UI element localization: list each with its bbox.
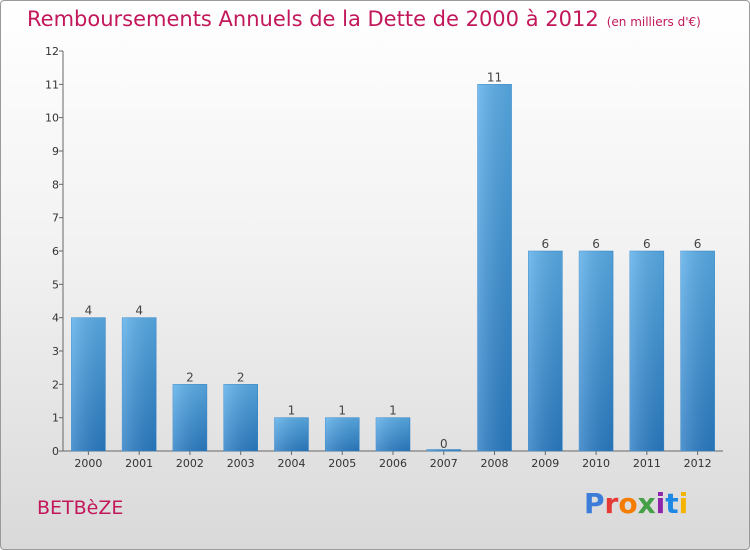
x-tick-label: 2000 [74, 457, 102, 470]
value-label: 4 [135, 304, 143, 318]
x-tick-label: 2001 [125, 457, 153, 470]
bar-shade-2011 [629, 251, 664, 451]
bar-shade-2012 [680, 251, 715, 451]
bar-shade-2008 [477, 84, 512, 451]
x-tick-label: 2002 [176, 457, 204, 470]
value-label: 11 [487, 70, 502, 84]
value-label: 1 [389, 404, 397, 418]
x-tick-label: 2005 [328, 457, 356, 470]
bar-shade-2005 [325, 417, 360, 451]
chart-labels: 2000 4 2001 4 2002 2 2003 2 2004 1 2005 1 2006 1 2007 0… [74, 70, 711, 470]
x-tick-label: 2008 [481, 457, 509, 470]
bar-shade-2009 [528, 251, 563, 451]
x-tick-label: 2011 [633, 457, 661, 470]
logo-letter: i [655, 487, 666, 520]
bar-shade-2010 [579, 251, 614, 451]
x-tick-label: 2006 [379, 457, 407, 470]
proxiti-logo[interactable]: Proxiti [584, 487, 688, 520]
y-tick-label: 2 [52, 378, 59, 391]
y-tick-label: 1 [52, 412, 59, 425]
y-tick-label: 8 [52, 178, 59, 191]
y-tick-label: 10 [45, 112, 59, 125]
y-tick-label: 9 [52, 145, 59, 158]
bar-shade-2000 [71, 317, 106, 451]
value-label: 0 [440, 437, 448, 451]
x-tick-label: 2010 [582, 457, 610, 470]
logo-letter: t [665, 487, 679, 520]
value-label: 1 [338, 404, 346, 418]
value-label: 6 [592, 237, 600, 251]
chart-title-text: Remboursements Annuels de la Dette de 20… [27, 7, 599, 31]
value-label: 1 [288, 404, 296, 418]
bar-shade-2002 [172, 384, 207, 451]
x-tick-label: 2003 [227, 457, 255, 470]
y-tick-label: 6 [52, 245, 59, 258]
logo-letter: o [618, 487, 638, 520]
logo-letter: i [678, 487, 689, 520]
value-label: 6 [541, 237, 549, 251]
value-label: 6 [643, 237, 651, 251]
x-tick-label: 2012 [684, 457, 712, 470]
y-tick-label: 12 [45, 45, 59, 58]
logo-letter: r [604, 487, 619, 520]
chart-subtitle: (en milliers d'€) [606, 15, 701, 29]
y-tick-label: 11 [45, 78, 59, 91]
value-label: 4 [85, 304, 93, 318]
x-tick-label: 2007 [430, 457, 458, 470]
value-label: 2 [237, 370, 245, 384]
value-label: 6 [694, 237, 702, 251]
y-tick-label: 7 [52, 212, 59, 225]
logo-letter: x [637, 487, 656, 520]
x-tick-label: 2009 [531, 457, 559, 470]
logo-letter: P [584, 487, 605, 520]
value-label: 2 [186, 370, 194, 384]
bar-shade-2003 [223, 384, 258, 451]
y-tick-label: 0 [52, 445, 59, 458]
x-tick-label: 2004 [277, 457, 305, 470]
y-tick-label: 5 [52, 278, 59, 291]
bar-shade-2001 [122, 317, 157, 451]
chart-title: Remboursements Annuels de la Dette de 20… [27, 7, 701, 31]
y-tick-label: 4 [52, 312, 59, 325]
chart-bars [71, 84, 715, 452]
bar-shade-2006 [376, 417, 410, 451]
y-tick-label: 3 [52, 345, 59, 358]
place-name: BETBèZE [37, 497, 124, 519]
bar-shade-2007 [426, 449, 461, 451]
bar-shade-2004 [274, 417, 309, 451]
